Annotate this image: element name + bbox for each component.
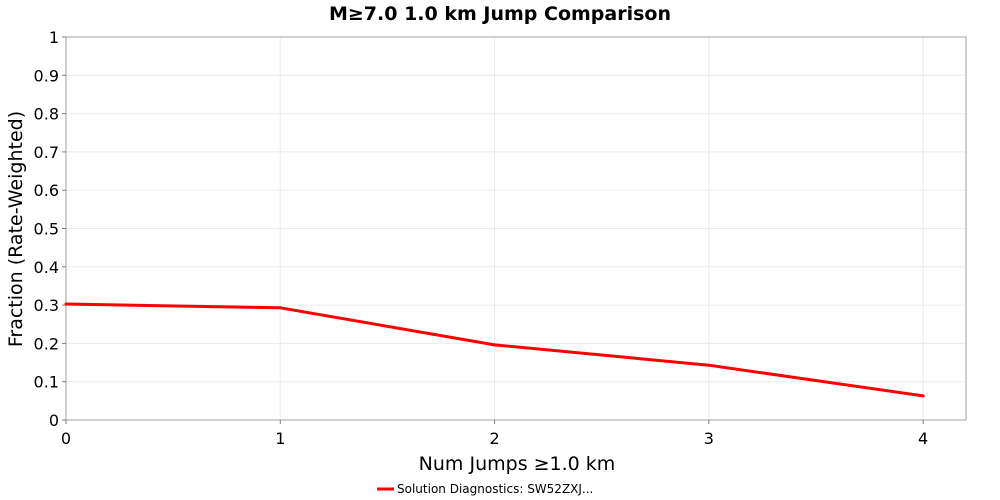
x-tick-label-3: 3 [704, 429, 714, 448]
data-point-0-3 [707, 363, 711, 367]
x-axis-label: Num Jumps ≥1.0 km [419, 453, 616, 475]
y-tick-label-3: 0.3 [34, 296, 59, 315]
y-tick-label-1: 0.1 [34, 373, 59, 392]
x-tick-label-2: 2 [489, 429, 499, 448]
y-tick-label-2: 0.2 [34, 334, 59, 353]
grid [65, 36, 966, 421]
chart-title: M≥7.0 1.0 km Jump Comparison [329, 3, 671, 25]
data-point-0-4 [921, 394, 925, 398]
y-tick-label-5: 0.5 [34, 220, 59, 239]
x-tick-label-4: 4 [918, 429, 928, 448]
x-tick-label-0: 0 [61, 429, 71, 448]
y-tick-label-0: 0 [49, 411, 59, 430]
y-tick-label-7: 0.7 [34, 143, 59, 162]
data-point-0-1 [278, 306, 282, 310]
y-tick-label-9: 0.9 [34, 66, 59, 85]
y-axis-label: Fraction (Rate-Weighted) [5, 111, 27, 347]
data-point-0-0 [64, 302, 68, 306]
data-point-0-2 [493, 343, 497, 347]
legend: Solution Diagnostics: SW52ZXJ... [377, 482, 593, 496]
y-tick-label-4: 0.4 [34, 258, 59, 277]
axis-ticks: 0 0.1 0.2 0.3 0.4 0.5 0.6 0.7 0.8 0.9 1 0 1 2 3 4 [34, 28, 929, 448]
series-layer [64, 302, 925, 398]
y-tick-label-10: 1 [49, 28, 59, 47]
y-tick-label-6: 0.6 [34, 181, 59, 200]
y-tick-label-8: 0.8 [34, 105, 59, 124]
x-tick-label-1: 1 [275, 429, 285, 448]
legend-label: Solution Diagnostics: SW52ZXJ... [397, 482, 593, 496]
